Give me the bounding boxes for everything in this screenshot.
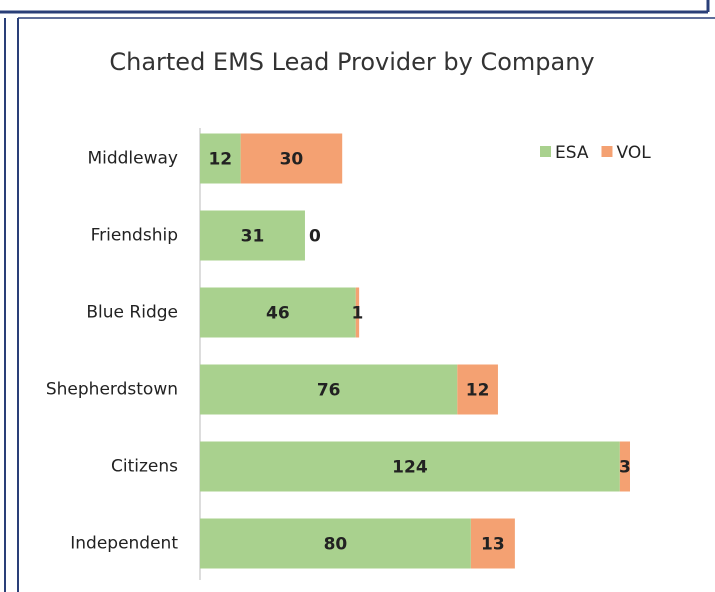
bar-segment xyxy=(200,133,241,184)
bar-segment xyxy=(200,441,620,492)
category-label: Blue Ridge xyxy=(86,303,178,323)
category-label: Independent xyxy=(70,534,178,554)
legend-swatch xyxy=(540,146,551,157)
value-label: 76 xyxy=(317,381,341,401)
value-label: 30 xyxy=(280,150,304,170)
value-label: 0 xyxy=(309,227,321,247)
value-label: 124 xyxy=(392,458,428,478)
legend-swatch xyxy=(601,146,613,157)
bar-segment xyxy=(200,364,458,415)
value-label: 12 xyxy=(466,381,490,401)
bar-segment xyxy=(619,441,630,492)
value-label: 46 xyxy=(266,304,290,324)
category-label: Shepherdstown xyxy=(46,380,178,400)
value-label: 1 xyxy=(352,304,364,324)
category-label: Citizens xyxy=(111,457,178,477)
value-label: 13 xyxy=(481,535,505,555)
bar-segment xyxy=(457,364,498,415)
bar-segment xyxy=(355,287,360,338)
category-label: Friendship xyxy=(91,226,178,246)
legend-label: ESA xyxy=(555,143,589,163)
category-label: Middleway xyxy=(87,149,178,169)
bar-segment xyxy=(470,518,515,569)
bar-segment xyxy=(200,210,305,261)
value-label: 3 xyxy=(619,458,631,478)
bar-segment xyxy=(200,518,471,569)
value-label: 80 xyxy=(324,535,348,555)
bar-segment xyxy=(200,287,356,338)
value-label: 31 xyxy=(241,227,265,247)
legend-label: VOL xyxy=(616,143,651,163)
bar-segment xyxy=(240,133,343,184)
value-label: 12 xyxy=(208,150,232,170)
chart-title: Charted EMS Lead Provider by Company xyxy=(109,48,594,76)
